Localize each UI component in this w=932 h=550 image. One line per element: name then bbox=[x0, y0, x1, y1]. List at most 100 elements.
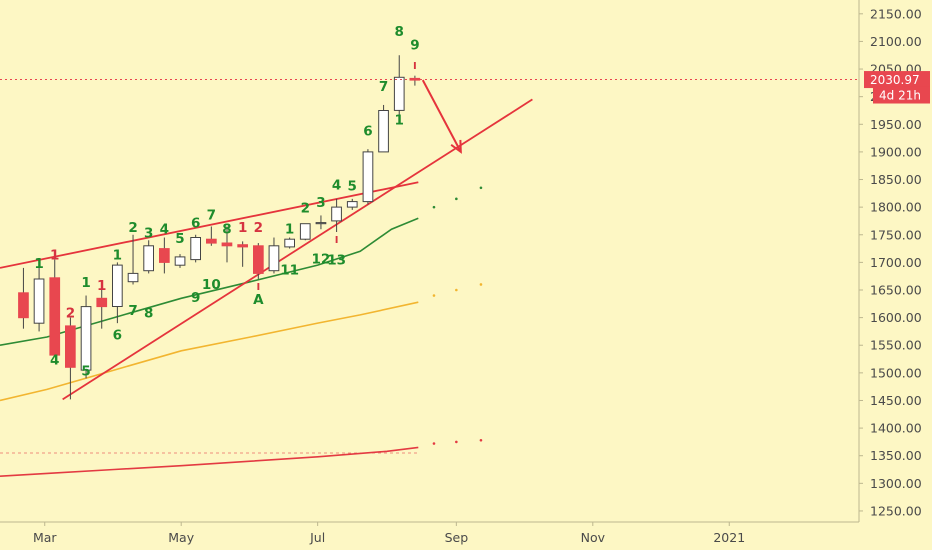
projection-dot bbox=[479, 186, 483, 190]
td-count-label: 4 bbox=[160, 222, 169, 238]
candles bbox=[18, 55, 421, 400]
projection-dot bbox=[479, 438, 483, 442]
y-tick-label: 1700.00 bbox=[870, 255, 922, 270]
td-count-label: 1 bbox=[97, 278, 106, 294]
td-count-label: 9 bbox=[410, 38, 419, 54]
candle-down bbox=[237, 244, 249, 248]
td-count-label: A bbox=[253, 292, 264, 308]
x-tick-label: Jul bbox=[309, 530, 325, 545]
td-count-label: I bbox=[335, 235, 339, 246]
countdown-value: 4d 21h bbox=[879, 89, 921, 103]
candle-up bbox=[331, 206, 342, 222]
candle-down bbox=[206, 238, 217, 244]
projection-arrow-shaft bbox=[421, 79, 462, 153]
x-tick-label: May bbox=[168, 530, 194, 545]
y-tick-label: 1350.00 bbox=[870, 448, 922, 463]
td-count-label: 1 bbox=[238, 220, 247, 236]
candle-up bbox=[268, 245, 280, 272]
td-count-label: 5 bbox=[175, 231, 184, 247]
td-count-label: 1 bbox=[81, 275, 90, 291]
projection-arrow-head bbox=[450, 139, 462, 154]
td-count-label: 1 bbox=[395, 112, 404, 128]
candle-up bbox=[315, 222, 327, 225]
candle-down bbox=[65, 325, 76, 368]
countdown-tag bbox=[873, 86, 930, 104]
ma-line-red bbox=[0, 446, 419, 477]
td-count-label: 1 bbox=[285, 222, 294, 238]
td-count-label: 5 bbox=[348, 179, 357, 195]
td-count-label: 2 bbox=[128, 220, 137, 236]
candle-up bbox=[346, 201, 358, 208]
candle-down bbox=[96, 297, 108, 308]
time-axis[interactable]: Mar May Jul Sep Nov 2021 bbox=[33, 522, 745, 545]
candle-up bbox=[378, 110, 389, 153]
td-count-label: 4 bbox=[50, 353, 59, 369]
td-count-label: 2 bbox=[66, 306, 75, 322]
td-count-label: 3 bbox=[144, 226, 153, 242]
candle-up bbox=[393, 76, 405, 111]
projection-dot bbox=[455, 440, 458, 444]
y-tick-label: 1300.00 bbox=[870, 476, 922, 491]
trendline-2 bbox=[62, 98, 533, 401]
td-count-label: 10 bbox=[202, 277, 221, 293]
td-count-label: 2 bbox=[254, 220, 263, 236]
candle-up bbox=[362, 151, 374, 203]
candle-down bbox=[18, 292, 29, 319]
y-tick-label: 1650.00 bbox=[870, 283, 922, 298]
candle-up bbox=[284, 238, 295, 248]
x-tick-label: Sep bbox=[445, 530, 469, 545]
x-tick-label: Mar bbox=[33, 530, 57, 545]
candle-up bbox=[190, 237, 202, 261]
price-tags: 2030.97 4d 21h bbox=[864, 71, 930, 104]
projection-dot bbox=[432, 205, 436, 209]
td-count-label: 8 bbox=[395, 24, 404, 40]
td-count-label: 5 bbox=[81, 364, 90, 380]
td-count-label: 8 bbox=[222, 222, 231, 238]
candle-down bbox=[221, 242, 233, 247]
td-count-label: 11 bbox=[280, 263, 299, 279]
td-count-label: 7 bbox=[128, 303, 137, 319]
td-count-label: 6 bbox=[191, 216, 200, 232]
y-tick-label: 1550.00 bbox=[870, 338, 922, 353]
y-tick-label: 1950.00 bbox=[870, 117, 922, 132]
candle-down bbox=[253, 245, 264, 274]
projection-dot bbox=[455, 197, 458, 201]
candle-up bbox=[143, 245, 155, 272]
projection-dot bbox=[455, 288, 458, 292]
y-tick-label: 1250.00 bbox=[870, 503, 922, 518]
td-count-label: 2 bbox=[301, 201, 310, 217]
trendlines bbox=[0, 98, 533, 401]
y-tick-label: 1450.00 bbox=[870, 393, 922, 408]
td-count-label: 1 bbox=[50, 248, 59, 264]
td-count-label: 12 bbox=[312, 251, 331, 267]
td-count-label: 1 bbox=[113, 248, 122, 264]
td-count-label: 4 bbox=[332, 177, 341, 193]
y-tick-label: 1800.00 bbox=[870, 200, 922, 215]
y-tick-label: 1600.00 bbox=[870, 310, 922, 325]
td-count-label: I bbox=[413, 61, 417, 72]
projection-dot bbox=[479, 283, 483, 286]
y-tick-label: 1850.00 bbox=[870, 172, 922, 187]
candle-down bbox=[159, 248, 170, 263]
candle-up bbox=[127, 272, 139, 283]
candle-up bbox=[80, 306, 92, 371]
td-count-label: 6 bbox=[363, 123, 372, 139]
ma-line-orange bbox=[0, 301, 419, 402]
td-count-label: 7 bbox=[379, 79, 388, 95]
candle-up bbox=[33, 278, 45, 324]
overlays bbox=[0, 79, 859, 154]
projection-dot bbox=[432, 294, 436, 297]
td-count-label: I bbox=[256, 282, 260, 293]
td-count-label: 13 bbox=[327, 253, 346, 269]
candle-up bbox=[299, 223, 311, 240]
td-count-label: 7 bbox=[207, 207, 216, 223]
td-count-label: 8 bbox=[144, 306, 153, 322]
td-count-label: 3 bbox=[316, 195, 325, 211]
td-count-label: 9 bbox=[191, 290, 200, 306]
y-tick-label: 1750.00 bbox=[870, 227, 922, 242]
x-tick-label: 2021 bbox=[713, 530, 745, 545]
current-price-tag bbox=[864, 71, 930, 89]
